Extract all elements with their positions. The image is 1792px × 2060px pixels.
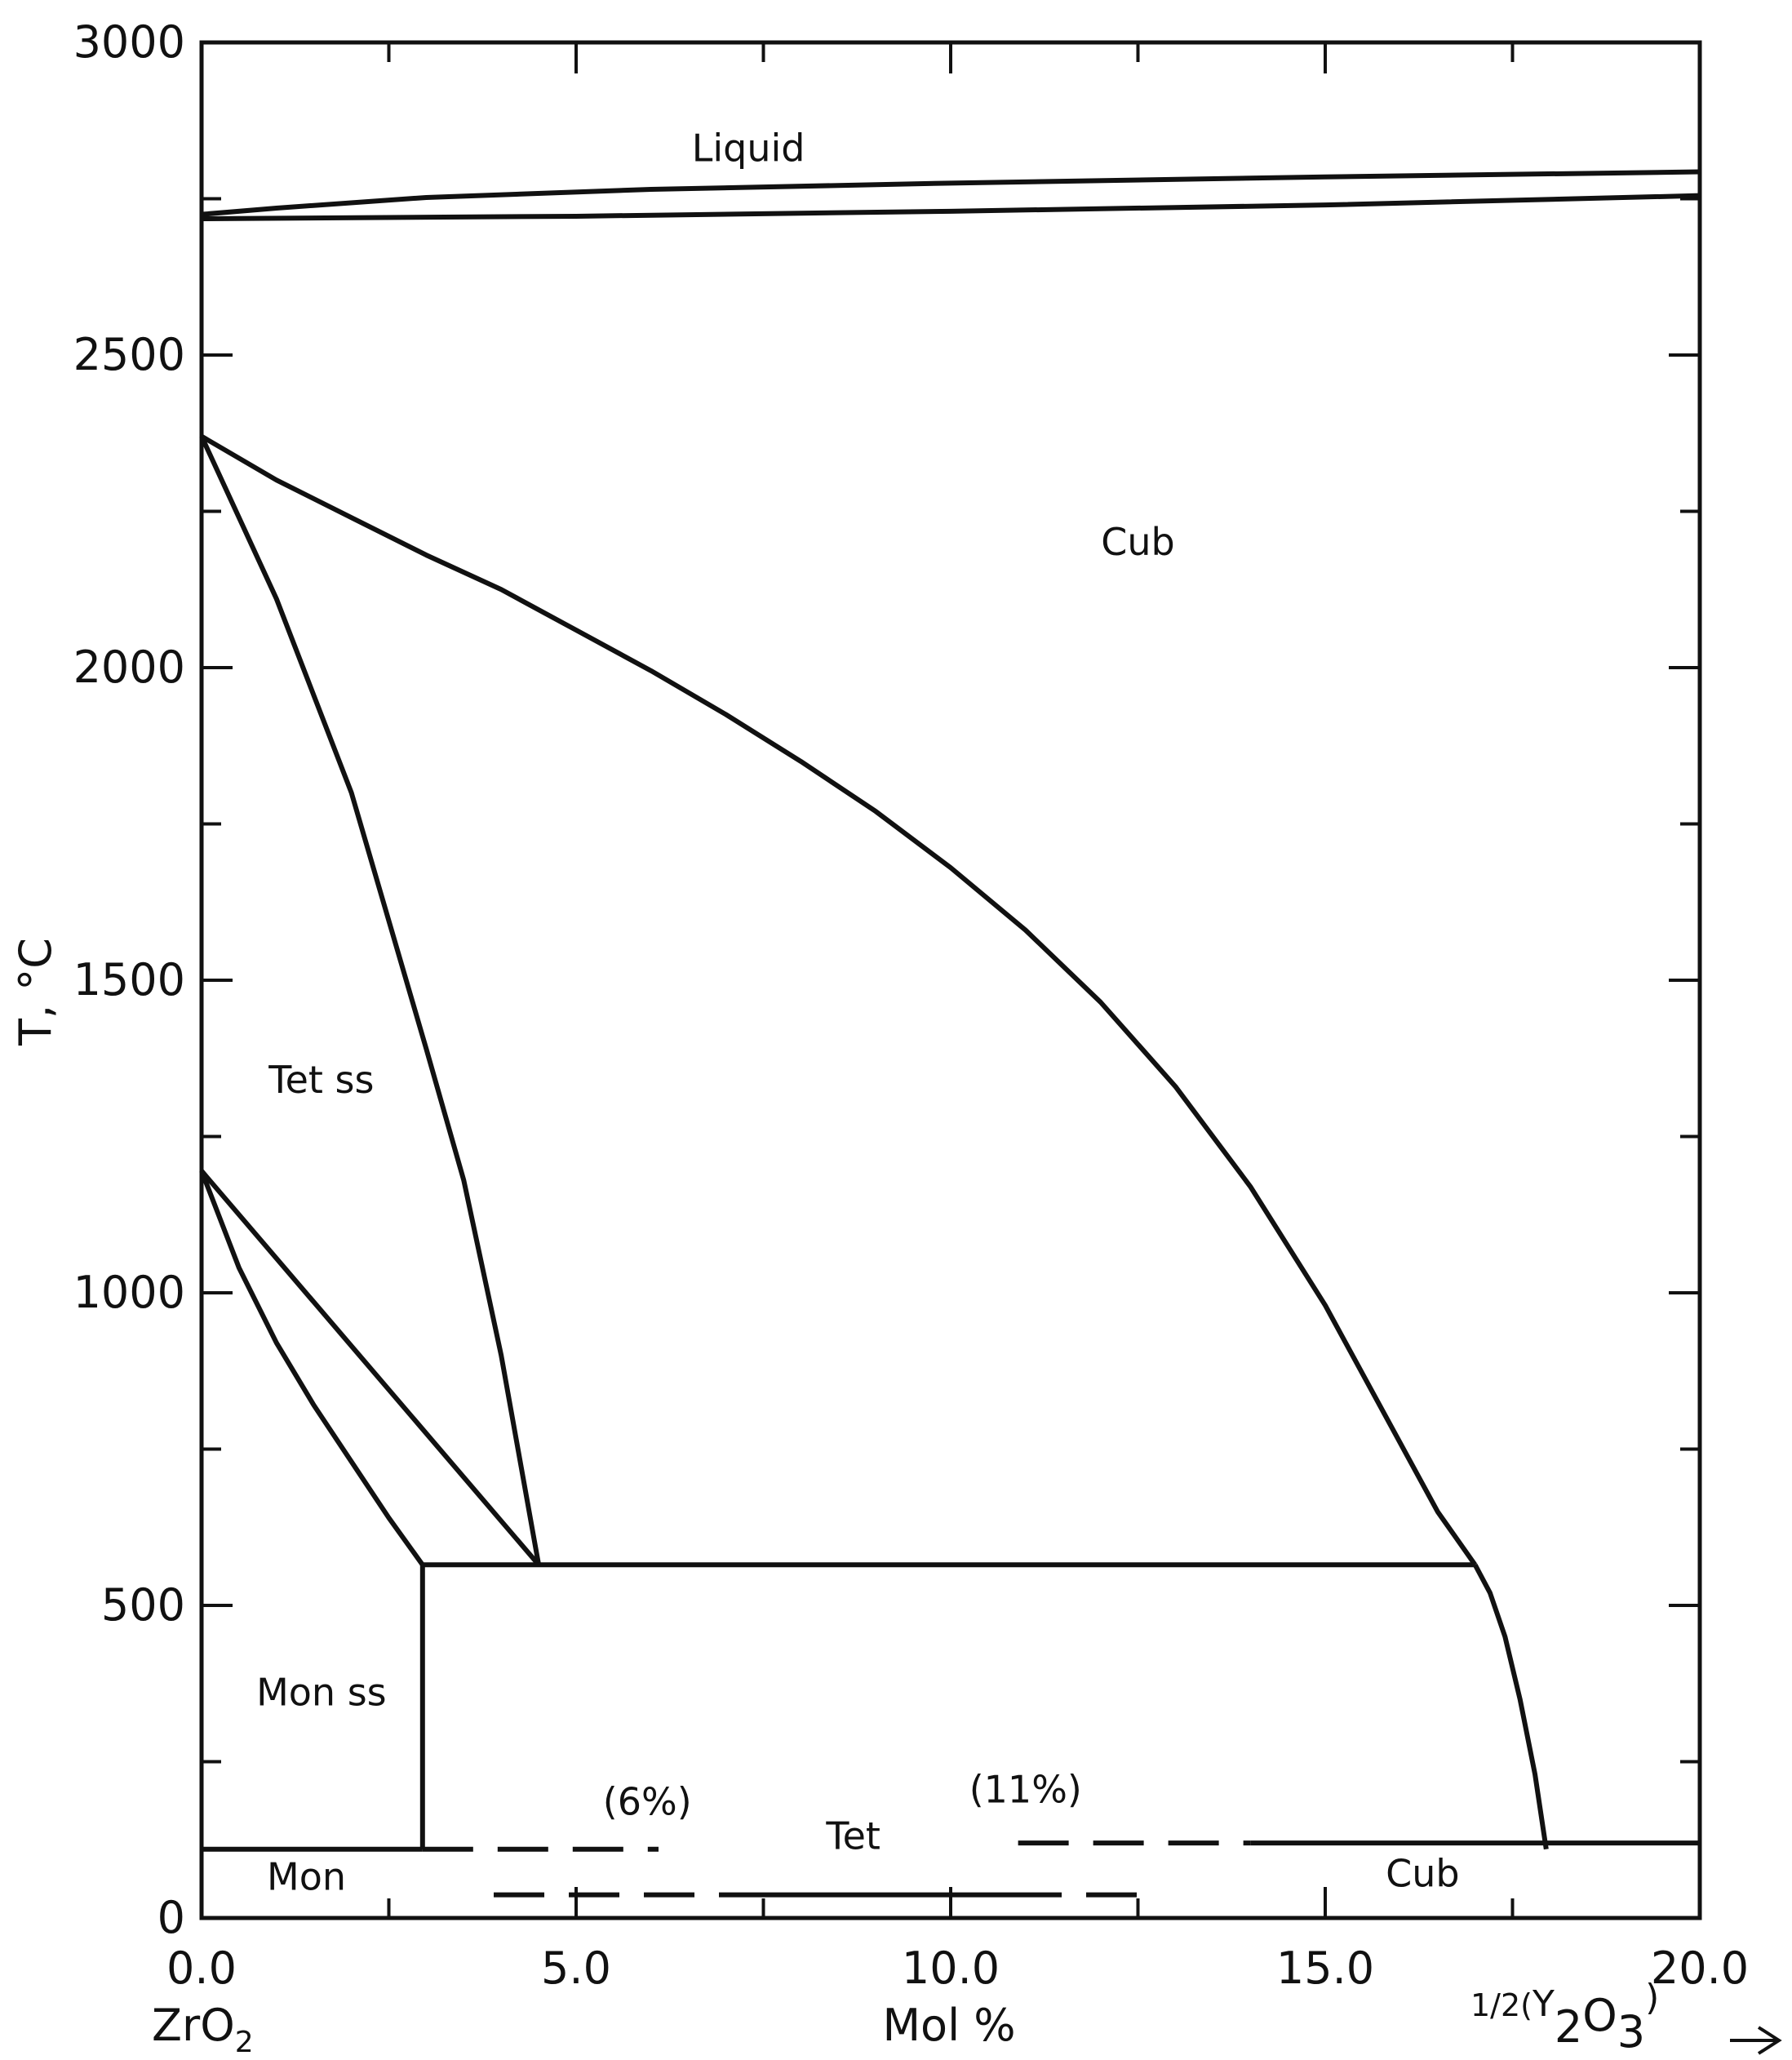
y-tick-label: 3000 [73,16,185,68]
x-ticks: 0.0 5.0 10.0 15.0 20.0 [166,42,1749,1994]
x-tick-label: 20.0 [1651,1942,1749,1994]
region-label: (11%) [969,1767,1082,1811]
zro-text: ZrO [152,2000,235,2051]
y-axis-title: T, °C [10,938,61,1046]
region-label: Mon ss [256,1671,387,1715]
right-label-suffix: ) [1645,1977,1659,2018]
boundary-cub-solvus-low [1472,1563,1549,1850]
x-axis-title: Mol % [882,2000,1015,2051]
boundary-mon-tet-upper [199,1169,541,1567]
region-label: (6%) [603,1780,692,1824]
x-right-component-label: 1/2(Y2O3) [1470,1977,1659,2058]
region-label: Cub [1386,1852,1459,1896]
right-label-sub1: 2 [1555,2001,1582,2053]
y-tick-label: 1000 [73,1267,185,1318]
y-tick-label: 500 [101,1579,185,1631]
x-tick-label: 15.0 [1276,1942,1374,1994]
boundary-liquidus [201,169,1701,217]
arrow-icon [1730,2026,1782,2055]
boundary-tet-solvus [199,435,542,1565]
region-label: Tet ss [268,1058,374,1102]
y-tick-label: 1500 [73,954,185,1006]
x-tick-label: 10.0 [902,1942,1000,1994]
region-label: Liquid [692,127,805,171]
right-label-prefix: 1/2( [1470,1987,1533,2023]
boundary-tet-cub-boundary [200,433,1478,1566]
y-tick-label: 2000 [73,642,185,693]
phase-boundaries [199,169,1701,1898]
x-tick-label: 5.0 [541,1942,611,1994]
right-label-sub2: 3 [1617,2006,1645,2058]
x-tick-label: 0.0 [166,1942,237,1994]
y-tick-label: 2500 [73,329,185,380]
region-labels: Liquid Cub Tet ss Mon ss Tet Mon Cub (6%) (11%) [256,127,1459,1899]
region-label: Mon [267,1855,346,1899]
boundary-solidus [201,193,1701,222]
y-tick-label: 0 [157,1892,185,1943]
region-label: Cub [1101,520,1174,564]
boundary-mon-tet-lower [199,1170,425,1566]
zro-subscript: 2 [235,2026,254,2059]
y-ticks: 0 500 1000 1500 2000 2500 3000 [73,16,1700,1943]
right-label-o: O [1582,1990,1617,2041]
region-label: Tet [825,1814,880,1858]
plot-frame [199,40,1702,1920]
x-left-component-label: ZrO2 [152,2000,254,2059]
right-label-y: Y [1532,1983,1555,2025]
